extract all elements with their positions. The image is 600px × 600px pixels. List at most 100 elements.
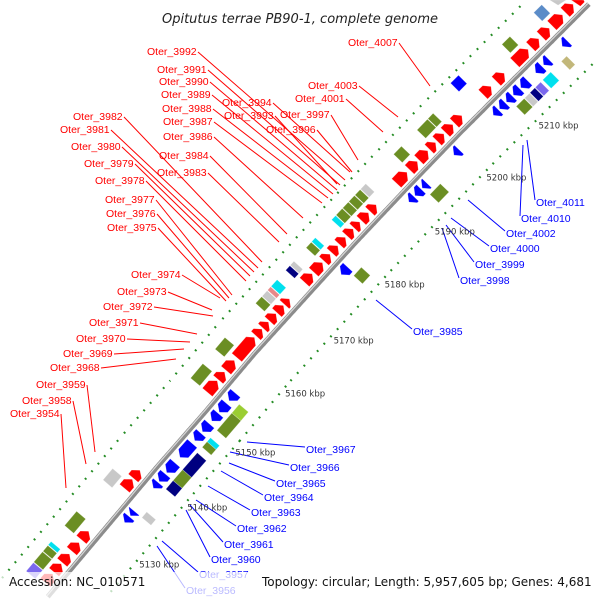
forward-gene-label[interactable]: Oter_3994 bbox=[222, 97, 272, 109]
forward-gene-arrow bbox=[257, 321, 271, 333]
gc-tick-mark bbox=[423, 232, 427, 236]
kbp-tick-label: 5160 kbp bbox=[285, 390, 325, 400]
forward-gene-label[interactable]: Oter_3969 bbox=[63, 348, 113, 360]
forward-gene-label[interactable]: Oter_3975 bbox=[107, 222, 157, 234]
forward-label-leader bbox=[126, 338, 191, 343]
forward-gene-arrow bbox=[127, 469, 142, 483]
forward-gene-label[interactable]: Oter_3977 bbox=[105, 194, 155, 206]
forward-gene-arrow bbox=[220, 359, 237, 375]
gc-tick-mark bbox=[289, 378, 293, 382]
forward-gene-label[interactable]: Oter_3983 bbox=[157, 167, 207, 179]
gc-tick-mark bbox=[343, 184, 347, 187]
gc-tick-mark bbox=[154, 536, 158, 540]
reverse-gene-label[interactable]: Oter_3963 bbox=[251, 507, 301, 519]
gc-tick-mark bbox=[77, 484, 81, 488]
gc-tick-mark bbox=[142, 408, 146, 412]
forward-gene-label[interactable]: Oter_3992 bbox=[147, 46, 197, 58]
gc-tick-mark bbox=[534, 119, 537, 123]
gc-tick-mark bbox=[391, 133, 395, 137]
reverse-label-leader bbox=[467, 199, 506, 232]
forward-gene-label[interactable]: Oter_4003 bbox=[308, 80, 358, 92]
reverse-gene-label[interactable]: Oter_3964 bbox=[264, 492, 314, 504]
reverse-gene-arrow bbox=[200, 419, 215, 433]
cog-category-box bbox=[542, 71, 560, 89]
forward-gene-label[interactable]: Oter_3990 bbox=[159, 76, 209, 88]
forward-gene-label[interactable]: Oter_3974 bbox=[131, 269, 181, 281]
reverse-gene-label[interactable]: Oter_3962 bbox=[237, 523, 287, 535]
reverse-gene-label[interactable]: Oter_3960 bbox=[211, 554, 261, 566]
reverse-gene-label[interactable]: Oter_3961 bbox=[224, 539, 274, 551]
reverse-gene-arrow bbox=[164, 458, 181, 474]
cog-category-box bbox=[393, 145, 411, 164]
gc-tick-mark bbox=[141, 551, 145, 555]
gc-tick-mark bbox=[376, 282, 380, 286]
gc-tick-mark bbox=[548, 105, 552, 109]
gc-tick-mark bbox=[168, 379, 172, 382]
gc-tick-mark bbox=[336, 327, 340, 331]
gc-tick-mark bbox=[162, 386, 166, 390]
forward-gene-label[interactable]: Oter_3968 bbox=[50, 362, 100, 374]
map-title: Opitutus terrae PB90-1, complete genome bbox=[162, 12, 438, 27]
forward-gene-label[interactable]: Oter_3981 bbox=[60, 124, 110, 136]
forward-gene-label[interactable]: Oter_3958 bbox=[22, 395, 72, 407]
cog-category-box bbox=[311, 237, 325, 251]
reverse-gene-label[interactable]: Oter_3998 bbox=[460, 275, 510, 287]
reverse-gene-label[interactable]: Oter_4010 bbox=[521, 213, 571, 225]
forward-gene-label[interactable]: Oter_3984 bbox=[159, 150, 209, 162]
forward-gene-label[interactable]: Oter_3989 bbox=[161, 89, 211, 101]
reverse-gene-label[interactable]: Oter_4002 bbox=[506, 228, 556, 240]
forward-gene-label[interactable]: Oter_3972 bbox=[103, 301, 153, 313]
forward-gene-label[interactable]: Oter_3954 bbox=[10, 408, 60, 420]
forward-gene-label[interactable]: Oter_3986 bbox=[163, 131, 213, 143]
forward-gene-label[interactable]: Oter_3979 bbox=[84, 158, 134, 170]
reverse-gene-label[interactable]: Oter_4000 bbox=[490, 243, 540, 255]
forward-label-leader bbox=[207, 69, 341, 186]
reverse-gene-label[interactable]: Oter_3965 bbox=[276, 478, 326, 490]
forward-gene-label[interactable]: Oter_3991 bbox=[157, 64, 207, 76]
reverse-gene-arrow bbox=[122, 512, 135, 524]
forward-gene-arrow bbox=[264, 312, 278, 326]
reverse-gene-label[interactable]: Oter_3967 bbox=[306, 444, 356, 456]
forward-gene-label[interactable]: Oter_3982 bbox=[73, 111, 123, 123]
gc-tick-mark bbox=[497, 26, 501, 30]
cog-category-box bbox=[534, 81, 550, 97]
gc-tick-mark bbox=[65, 500, 68, 503]
reverse-gene-arrow bbox=[128, 506, 140, 517]
forward-gene-label[interactable]: Oter_3987 bbox=[163, 116, 213, 128]
forward-label-leader bbox=[86, 384, 96, 453]
forward-gene-label[interactable]: Oter_3996 bbox=[266, 124, 316, 136]
reverse-gene-label[interactable]: Oter_4011 bbox=[536, 197, 585, 209]
forward-gene-arrow bbox=[356, 211, 370, 226]
forward-gene-label[interactable]: Oter_4007 bbox=[348, 37, 398, 49]
forward-gene-label[interactable]: Oter_3997 bbox=[280, 109, 330, 121]
forward-label-leader bbox=[197, 51, 346, 181]
cog-category-box bbox=[549, 0, 567, 6]
forward-gene-label[interactable]: Oter_4001 bbox=[295, 93, 345, 105]
gc-tick-mark bbox=[518, 5, 522, 9]
reverse-gene-label[interactable]: Oter_3999 bbox=[475, 259, 525, 271]
gene-features bbox=[25, 0, 596, 588]
cog-category-box bbox=[289, 260, 304, 274]
forward-gene-label[interactable]: Oter_3988 bbox=[162, 103, 212, 115]
reverse-gene-label[interactable]: Oter_3985 bbox=[413, 326, 463, 338]
gc-tick-mark bbox=[224, 454, 228, 458]
forward-gene-label[interactable]: Oter_3973 bbox=[117, 286, 167, 298]
forward-gene-label[interactable]: Oter_3993 bbox=[224, 110, 274, 122]
gc-tick-mark bbox=[398, 126, 402, 130]
forward-gene-arrow bbox=[440, 123, 455, 138]
reverse-gene-label[interactable]: Oter_3966 bbox=[290, 462, 340, 474]
reverse-gene-arrow bbox=[227, 388, 241, 402]
forward-gene-arrow bbox=[546, 13, 564, 31]
forward-label-leader bbox=[145, 180, 247, 282]
cog-category-box bbox=[416, 118, 437, 139]
forward-gene-label[interactable]: Oter_3970 bbox=[76, 333, 126, 345]
gc-tick-mark bbox=[419, 104, 422, 108]
reverse-gene-arrow bbox=[492, 104, 504, 117]
forward-gene-label[interactable]: Oter_3971 bbox=[89, 317, 139, 329]
forward-gene-label[interactable]: Oter_3980 bbox=[71, 141, 121, 153]
forward-gene-arrow bbox=[66, 542, 81, 556]
forward-gene-label[interactable]: Oter_3959 bbox=[36, 379, 86, 391]
forward-gene-label[interactable]: Oter_3976 bbox=[106, 208, 156, 220]
forward-gene-label[interactable]: Oter_3978 bbox=[95, 175, 145, 187]
gc-tick-mark bbox=[211, 469, 215, 473]
